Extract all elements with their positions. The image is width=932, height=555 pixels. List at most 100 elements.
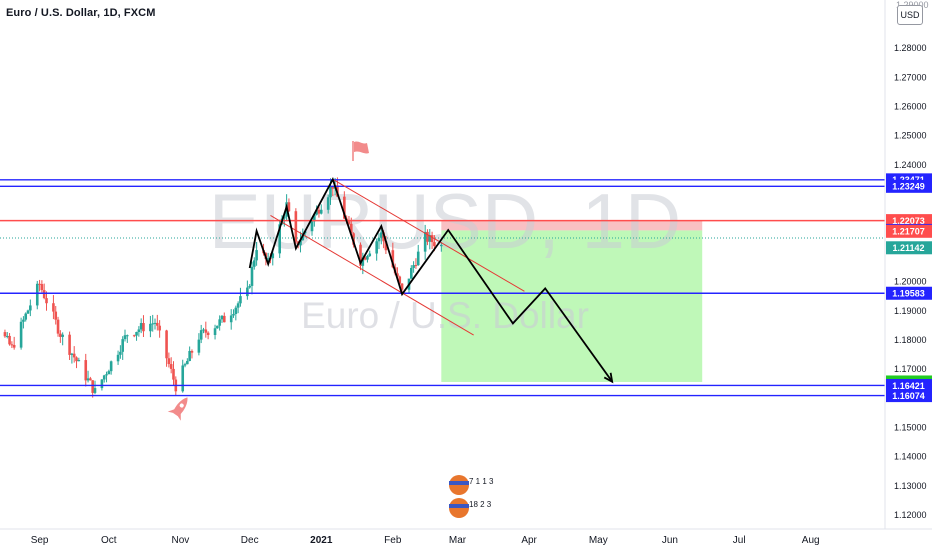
candle-body — [278, 224, 281, 254]
candle-body — [384, 241, 388, 251]
rocket-icon — [167, 397, 188, 421]
candle-body — [352, 233, 355, 245]
price-label-box[interactable] — [886, 378, 932, 392]
candle-body — [137, 329, 141, 332]
price-tick-label: 1.12000 — [894, 510, 927, 520]
candle-body — [379, 232, 383, 238]
candle-body — [167, 358, 171, 365]
candle-body — [10, 344, 14, 346]
currency-flag-badge: 7 1 1 3 — [449, 475, 494, 495]
price-label-text: 1.21707 — [892, 227, 925, 237]
candle-body — [204, 329, 208, 333]
watermark-name: Euro / U.S. Dollar — [301, 295, 589, 336]
candle-body — [317, 209, 321, 214]
price-label-box[interactable] — [886, 179, 932, 193]
time-axis[interactable]: Sep Oct Nov Dec 2021 Feb Mar Apr May Jun Jul Aug — [0, 528, 932, 546]
candle-body — [343, 196, 346, 219]
candle-body — [310, 221, 314, 232]
candle-body — [248, 285, 251, 288]
price-tick-label: 1.26000 — [894, 102, 927, 112]
candle-body — [8, 335, 11, 345]
candle-body — [26, 310, 30, 314]
candle-body — [287, 202, 291, 212]
price-tick-label: 1.25000 — [894, 131, 927, 141]
position-zones — [441, 220, 703, 382]
candle-body — [400, 283, 404, 290]
candle-body — [5, 335, 9, 337]
price-label-text: 1.19583 — [892, 289, 925, 299]
price-axis[interactable]: 1.290001.280001.270001.260001.250001.240… — [884, 0, 932, 550]
horizontal-levels[interactable] — [0, 179, 885, 397]
candle-body — [396, 273, 399, 277]
candle-body — [368, 253, 372, 257]
candle-body — [283, 216, 286, 219]
candle-body — [84, 360, 88, 381]
price-label-box[interactable] — [886, 286, 932, 300]
candle-body — [183, 364, 187, 366]
candle-body — [132, 335, 136, 337]
candle-body — [188, 350, 191, 361]
price-label-box[interactable] — [886, 214, 932, 228]
candle-body — [56, 319, 60, 334]
currency-button[interactable]: USD — [897, 5, 923, 25]
candle-body — [229, 315, 233, 323]
candle-body — [35, 283, 39, 306]
candle-body — [363, 257, 367, 260]
candle-body — [54, 311, 58, 320]
channel-line[interactable] — [270, 215, 474, 336]
price-label-box[interactable] — [886, 389, 932, 403]
time-tick-label: Sep — [31, 535, 49, 546]
candle-body — [149, 323, 152, 332]
price-label-box[interactable] — [886, 224, 932, 238]
candle-body — [239, 296, 242, 304]
candle-body — [206, 332, 210, 335]
stop-loss-zone[interactable] — [441, 220, 703, 231]
candle-body — [22, 319, 25, 322]
candle-body — [156, 322, 159, 326]
time-tick-label: Aug — [802, 535, 820, 546]
price-tick-label: 1.18000 — [894, 335, 927, 345]
time-tick-label: Apr — [521, 535, 537, 546]
price-axis-background — [885, 0, 932, 550]
drawings[interactable] — [248, 177, 614, 384]
time-tick-label: 2021 — [310, 535, 333, 546]
candle-body — [24, 313, 28, 320]
candle-body — [93, 388, 97, 393]
candle-body — [329, 186, 332, 198]
candle-body — [426, 231, 429, 242]
candle-body — [271, 253, 275, 259]
price-tick-label: 1.20000 — [894, 277, 927, 287]
candle-body — [75, 357, 78, 362]
price-tick-label: 1.15000 — [894, 422, 927, 432]
candle-body — [202, 329, 205, 331]
price-label-text: 1.21142 — [892, 243, 924, 253]
candle-body — [315, 209, 318, 215]
rocket-fins — [167, 408, 181, 421]
channel-line[interactable] — [332, 178, 525, 292]
candle-body — [151, 323, 155, 325]
candle-body — [91, 380, 94, 393]
candle-body — [377, 237, 381, 242]
price-label-box[interactable] — [886, 241, 932, 255]
candle-body — [366, 256, 369, 260]
price-label-text: 1.23249 — [892, 182, 925, 192]
price-tick-label: 1.14000 — [894, 452, 927, 462]
candle-body — [197, 339, 201, 353]
candle-body — [382, 232, 385, 242]
candle-body — [121, 339, 124, 352]
candle-body — [68, 334, 71, 355]
price-tick-label: 1.28000 — [894, 43, 927, 53]
candle-body — [331, 186, 335, 189]
candle-body — [199, 330, 203, 340]
candle-body — [105, 374, 108, 376]
candle-body — [100, 379, 104, 389]
time-tick-label: Jul — [733, 535, 746, 546]
symbol-title: Euro / U.S. Dollar, 1D, FXCM — [6, 7, 156, 19]
candle-body — [77, 360, 81, 362]
zigzag-pattern-path[interactable] — [248, 177, 613, 383]
candle-body — [234, 307, 238, 314]
price-tick-label: 1.13000 — [894, 481, 927, 491]
take-profit-zone[interactable] — [441, 230, 703, 382]
